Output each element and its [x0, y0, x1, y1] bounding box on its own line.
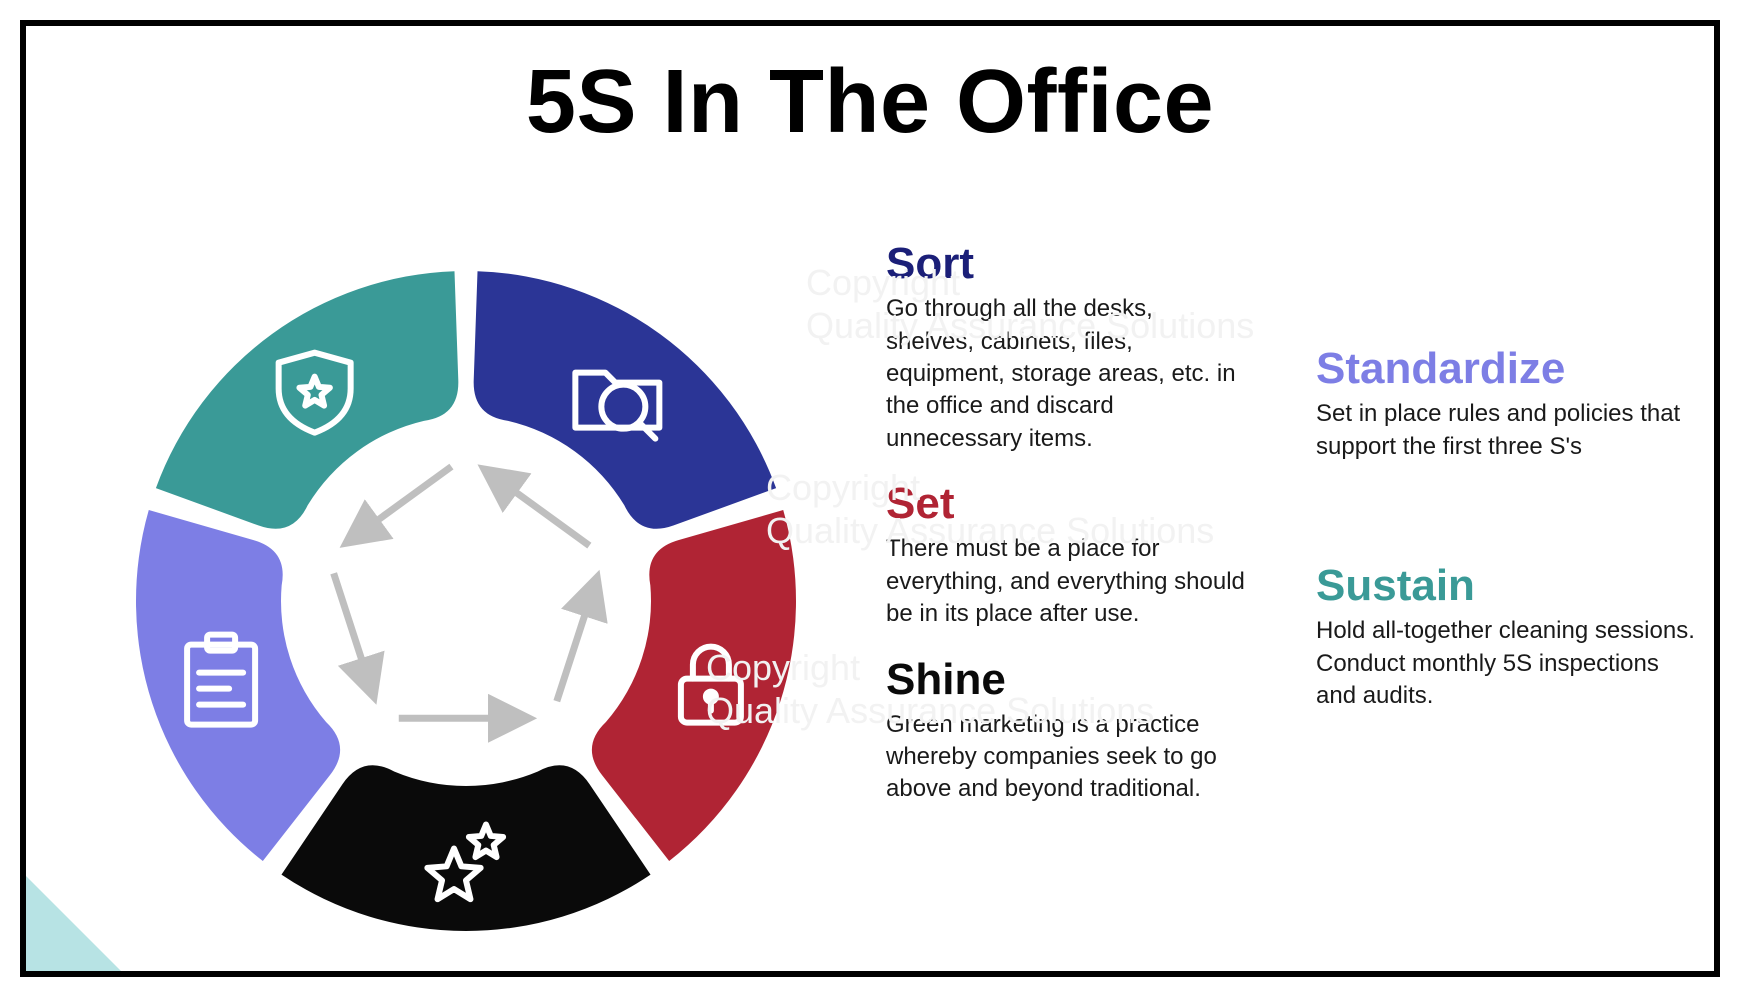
item-body-sort: Go through all the desks, shelves, cabin…: [886, 293, 1246, 455]
item-body-sustain: Hold all-together cleaning sessions. Con…: [1316, 615, 1696, 712]
item-shine: Shine Green marketing is a practice where…: [886, 657, 1246, 806]
slide-frame: 5S In The Office CopyrightQuality Assura…: [20, 20, 1720, 977]
text-column-left: Sort Go through all the desks, shelves, c…: [886, 241, 1246, 832]
item-sustain: Sustain Hold all-together cleaning sessio…: [1316, 563, 1696, 712]
text-column-right: Standardize Set in place rules and polici…: [1316, 346, 1696, 812]
inner-arrow: [334, 573, 374, 695]
item-title-shine: Shine: [886, 657, 1246, 703]
item-body-shine: Green marketing is a practice whereby co…: [886, 709, 1246, 806]
wheel-segment-shine: [281, 765, 650, 931]
item-title-sustain: Sustain: [1316, 563, 1696, 609]
inner-arrow: [485, 470, 589, 546]
wheel-segment-standardize: [136, 510, 340, 861]
item-title-sort: Sort: [886, 241, 1246, 287]
page-title: 5S In The Office: [26, 51, 1714, 154]
item-body-set: There must be a place for everything, an…: [886, 533, 1246, 630]
item-sort: Sort Go through all the desks, shelves, c…: [886, 241, 1246, 455]
item-title-set: Set: [886, 481, 1246, 527]
wheel-segment-set: [592, 510, 796, 861]
item-set: Set There must be a place for everything,…: [886, 481, 1246, 630]
five-s-wheel: [106, 201, 826, 1001]
wheel-segment-sort: [474, 271, 776, 529]
item-title-standardize: Standardize: [1316, 346, 1696, 392]
inner-arrow: [348, 467, 452, 543]
inner-arrow: [557, 579, 597, 701]
item-body-standardize: Set in place rules and policies that sup…: [1316, 398, 1696, 463]
item-standardize: Standardize Set in place rules and polici…: [1316, 346, 1696, 463]
